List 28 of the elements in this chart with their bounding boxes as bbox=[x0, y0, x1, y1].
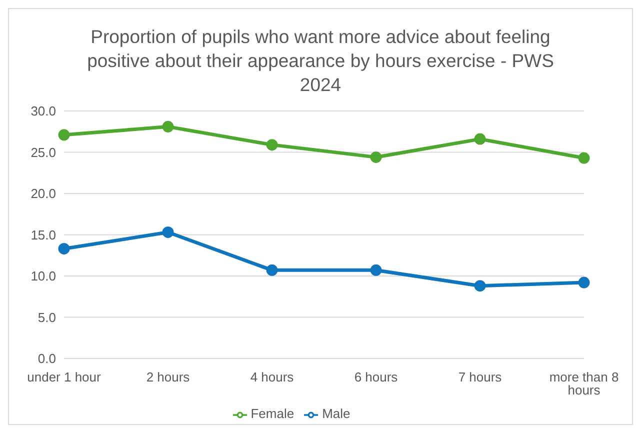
chart-title: Proportion of pupils who want more advice about feeling positive about their appearance by hours exercise - PWS 2024 bbox=[86, 25, 555, 97]
y-tick-label: 10.0 bbox=[30, 268, 56, 284]
point bbox=[370, 151, 382, 163]
y-tick-label: 20.0 bbox=[30, 186, 56, 202]
x-tick-label: under 1 hour bbox=[27, 370, 102, 385]
point bbox=[370, 264, 382, 276]
point bbox=[266, 264, 278, 276]
y-tick-label: 15.0 bbox=[30, 227, 56, 242]
x-tick-label: more than 8 hours bbox=[549, 370, 619, 398]
y-tick-label: 0.0 bbox=[38, 351, 56, 366]
y-tick-label: 5.0 bbox=[38, 310, 56, 325]
x-tick-label: 6 hours bbox=[354, 370, 398, 385]
point bbox=[266, 139, 278, 151]
point bbox=[578, 276, 590, 288]
point bbox=[578, 152, 590, 164]
point bbox=[58, 242, 70, 254]
point bbox=[162, 120, 174, 132]
point bbox=[58, 129, 70, 141]
x-tick-label: 7 hours bbox=[458, 370, 502, 385]
point bbox=[474, 280, 486, 292]
x-tick-label: 2 hours bbox=[146, 370, 190, 385]
y-tick-label: 25.0 bbox=[30, 144, 56, 160]
point bbox=[474, 133, 486, 145]
x-tick-label: 4 hours bbox=[250, 370, 294, 385]
legend-label: Male bbox=[322, 406, 350, 422]
y-tick-label: 30.0 bbox=[30, 104, 56, 119]
legend-label: Female bbox=[250, 406, 294, 422]
point bbox=[162, 226, 174, 238]
